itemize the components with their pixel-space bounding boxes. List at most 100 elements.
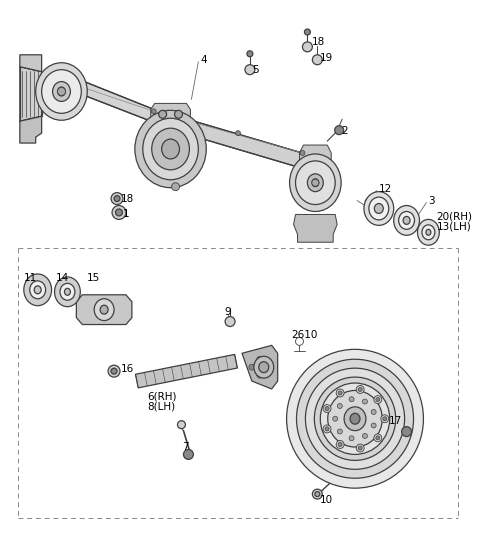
Circle shape <box>114 195 120 201</box>
Polygon shape <box>20 67 42 121</box>
Circle shape <box>151 109 156 114</box>
Ellipse shape <box>64 288 71 295</box>
Circle shape <box>315 492 320 497</box>
Ellipse shape <box>60 284 75 300</box>
Ellipse shape <box>55 277 80 307</box>
Ellipse shape <box>399 212 415 229</box>
Ellipse shape <box>30 281 46 299</box>
Text: 1: 1 <box>123 209 130 220</box>
Circle shape <box>300 150 305 155</box>
Ellipse shape <box>152 128 190 170</box>
Circle shape <box>371 410 376 415</box>
Circle shape <box>337 429 342 434</box>
Ellipse shape <box>143 118 198 180</box>
Polygon shape <box>20 55 42 71</box>
Text: 11: 11 <box>24 273 37 283</box>
Text: 7: 7 <box>182 441 189 452</box>
Ellipse shape <box>418 220 439 245</box>
Circle shape <box>374 396 382 404</box>
Ellipse shape <box>394 206 420 235</box>
Ellipse shape <box>162 139 180 159</box>
Circle shape <box>108 365 120 377</box>
Ellipse shape <box>374 204 383 214</box>
Ellipse shape <box>426 229 431 235</box>
Circle shape <box>349 436 354 441</box>
Polygon shape <box>151 104 191 127</box>
Circle shape <box>171 183 180 191</box>
Ellipse shape <box>344 407 366 431</box>
Circle shape <box>358 388 362 391</box>
Circle shape <box>376 397 380 402</box>
Ellipse shape <box>36 63 87 120</box>
Circle shape <box>312 489 322 499</box>
Text: 20(RH): 20(RH) <box>436 212 472 221</box>
Ellipse shape <box>422 225 435 240</box>
Ellipse shape <box>42 70 81 113</box>
Text: 18: 18 <box>121 193 134 204</box>
Ellipse shape <box>328 390 382 447</box>
Circle shape <box>249 364 255 370</box>
Polygon shape <box>20 117 42 143</box>
Ellipse shape <box>289 154 341 212</box>
Circle shape <box>312 179 319 186</box>
Circle shape <box>257 356 263 362</box>
Circle shape <box>362 433 367 438</box>
Circle shape <box>338 442 342 446</box>
Circle shape <box>333 416 337 421</box>
Circle shape <box>58 88 65 96</box>
Circle shape <box>371 423 376 428</box>
Ellipse shape <box>297 359 414 478</box>
Text: 8(LH): 8(LH) <box>147 402 175 412</box>
Ellipse shape <box>135 110 206 187</box>
Ellipse shape <box>94 299 114 321</box>
Text: 16: 16 <box>121 364 134 374</box>
Polygon shape <box>64 74 177 131</box>
Ellipse shape <box>307 174 324 192</box>
Circle shape <box>335 126 344 135</box>
Ellipse shape <box>287 350 423 488</box>
Circle shape <box>257 372 263 378</box>
Circle shape <box>336 440 344 448</box>
Circle shape <box>374 434 382 442</box>
Text: 15: 15 <box>87 273 100 283</box>
Circle shape <box>175 110 182 118</box>
Polygon shape <box>294 214 337 242</box>
Text: 2610: 2610 <box>291 330 318 340</box>
Text: 9: 9 <box>224 307 231 317</box>
Circle shape <box>323 404 331 412</box>
Text: 4: 4 <box>200 55 207 65</box>
Circle shape <box>336 389 344 397</box>
Circle shape <box>265 364 271 370</box>
Text: 12: 12 <box>379 184 392 194</box>
Ellipse shape <box>314 377 396 460</box>
Circle shape <box>376 436 380 440</box>
Ellipse shape <box>254 356 274 378</box>
Text: 14: 14 <box>56 273 69 283</box>
Circle shape <box>325 427 329 431</box>
Circle shape <box>111 193 123 205</box>
Circle shape <box>116 209 122 216</box>
Polygon shape <box>300 145 331 171</box>
Ellipse shape <box>52 82 71 101</box>
Polygon shape <box>76 295 132 324</box>
Circle shape <box>304 29 311 35</box>
Circle shape <box>337 403 342 409</box>
Circle shape <box>362 399 367 404</box>
Circle shape <box>358 446 362 450</box>
Text: 19: 19 <box>319 53 333 63</box>
Circle shape <box>402 427 411 437</box>
Text: 18: 18 <box>312 37 324 47</box>
Ellipse shape <box>403 216 410 224</box>
Circle shape <box>247 51 253 57</box>
Ellipse shape <box>312 179 319 187</box>
Text: 3: 3 <box>429 195 435 206</box>
Ellipse shape <box>34 286 41 294</box>
Ellipse shape <box>24 274 51 306</box>
Circle shape <box>183 449 193 459</box>
Circle shape <box>178 420 185 429</box>
Circle shape <box>323 425 331 433</box>
Circle shape <box>236 130 240 136</box>
Ellipse shape <box>305 368 405 469</box>
Circle shape <box>383 417 387 420</box>
Ellipse shape <box>369 197 389 220</box>
